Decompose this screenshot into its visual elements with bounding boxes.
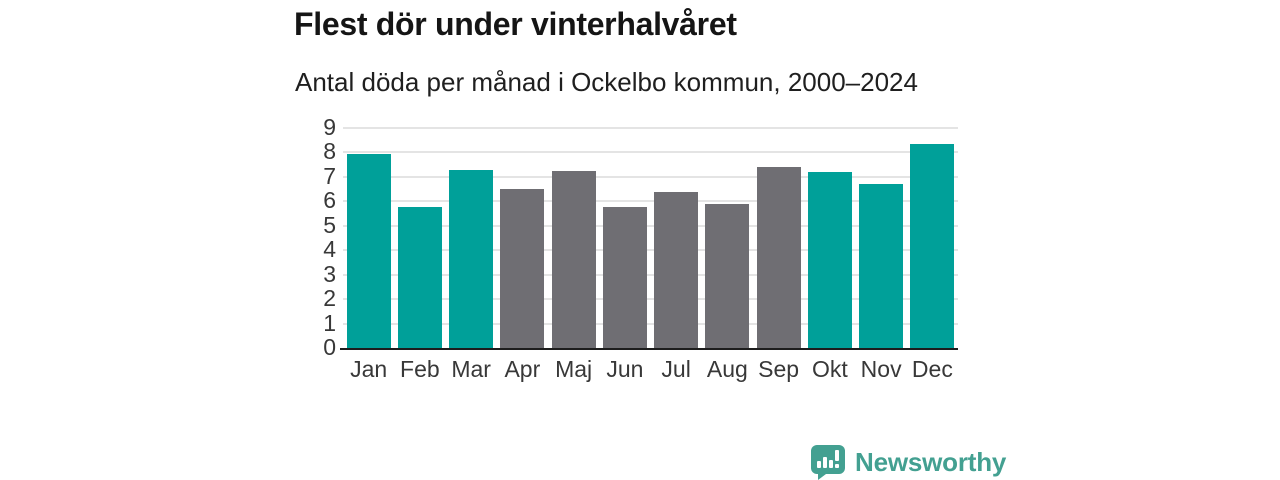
x-tick-label-jun: Jun <box>606 356 644 382</box>
bar-jul <box>654 191 699 348</box>
x-axis-line <box>340 347 958 350</box>
gridline-4 <box>343 249 958 252</box>
gridline-5 <box>343 224 958 227</box>
x-tick-label-jan: Jan <box>350 356 388 382</box>
gridline-8 <box>343 151 958 154</box>
x-tick-label-nov: Nov <box>860 356 902 382</box>
bar-cell-jul <box>651 128 702 348</box>
bar-dec <box>910 143 955 348</box>
bar-jan <box>346 153 391 348</box>
bar-cell-jun <box>599 128 650 348</box>
bar-cell-okt <box>804 128 855 348</box>
y-tick-label-2: 2 <box>323 285 336 312</box>
y-tick-label-4: 4 <box>323 236 336 263</box>
bar-cell-jan <box>343 128 394 348</box>
bars <box>343 128 958 348</box>
y-tick-label-1: 1 <box>323 309 336 336</box>
x-axis: Jan Feb Mar Apr Maj Jun Jul Aug Sep Okt Nov Dec <box>343 356 958 383</box>
bar-cell-feb <box>394 128 445 348</box>
bar-apr <box>500 189 545 348</box>
y-tick-label-5: 5 <box>323 211 336 238</box>
gridline-2 <box>343 298 958 301</box>
bar-cell-nov <box>856 128 907 348</box>
x-tick-label-feb: Feb <box>400 356 440 382</box>
bar-cell-dec <box>907 128 958 348</box>
newsworthy-logo-icon <box>811 445 845 480</box>
gridline-6 <box>343 200 958 203</box>
chart-title: Flest dör under vinterhalvåret <box>294 6 737 42</box>
x-tick-label-dec: Dec <box>911 356 953 382</box>
y-tick-label-7: 7 <box>323 162 336 189</box>
y-tick-label-6: 6 <box>323 187 336 214</box>
bar-cell-apr <box>497 128 548 348</box>
plot-area <box>340 127 958 350</box>
x-tick-label-aug: Aug <box>706 356 748 382</box>
bar-jun <box>602 207 647 348</box>
y-tick-label-9: 9 <box>323 113 336 140</box>
bar-cell-maj <box>548 128 599 348</box>
gridline-3 <box>343 273 958 276</box>
x-tick-label-sep: Sep <box>758 356 800 382</box>
bar-nov <box>859 184 904 348</box>
gridline-9 <box>343 127 958 129</box>
bar-okt <box>807 172 852 348</box>
x-tick-label-mar: Mar <box>451 356 491 382</box>
x-tick-label-jul: Jul <box>661 356 691 382</box>
gridline-1 <box>343 322 958 325</box>
gridline-7 <box>343 175 958 178</box>
bar-aug <box>705 203 750 348</box>
y-tick-label-0: 0 <box>323 333 336 360</box>
y-tick-label-8: 8 <box>323 138 336 165</box>
y-tick-label-3: 3 <box>323 260 336 287</box>
bar-cell-mar <box>446 128 497 348</box>
bar-sep <box>756 167 801 348</box>
bar-feb <box>397 207 442 348</box>
bar-maj <box>551 170 596 348</box>
x-tick-label-maj: Maj <box>555 356 593 382</box>
brand-name: Newsworthy <box>855 446 1007 477</box>
x-tick-label-okt: Okt <box>811 356 848 382</box>
bar-cell-sep <box>753 128 804 348</box>
bar-mar <box>449 169 494 348</box>
brand-footer: Newsworthy <box>810 444 1006 480</box>
bar-cell-aug <box>702 128 753 348</box>
x-tick-label-apr: Apr <box>504 356 541 382</box>
chart-subtitle: Antal döda per månad i Ockelbo kommun, 2… <box>295 67 918 97</box>
